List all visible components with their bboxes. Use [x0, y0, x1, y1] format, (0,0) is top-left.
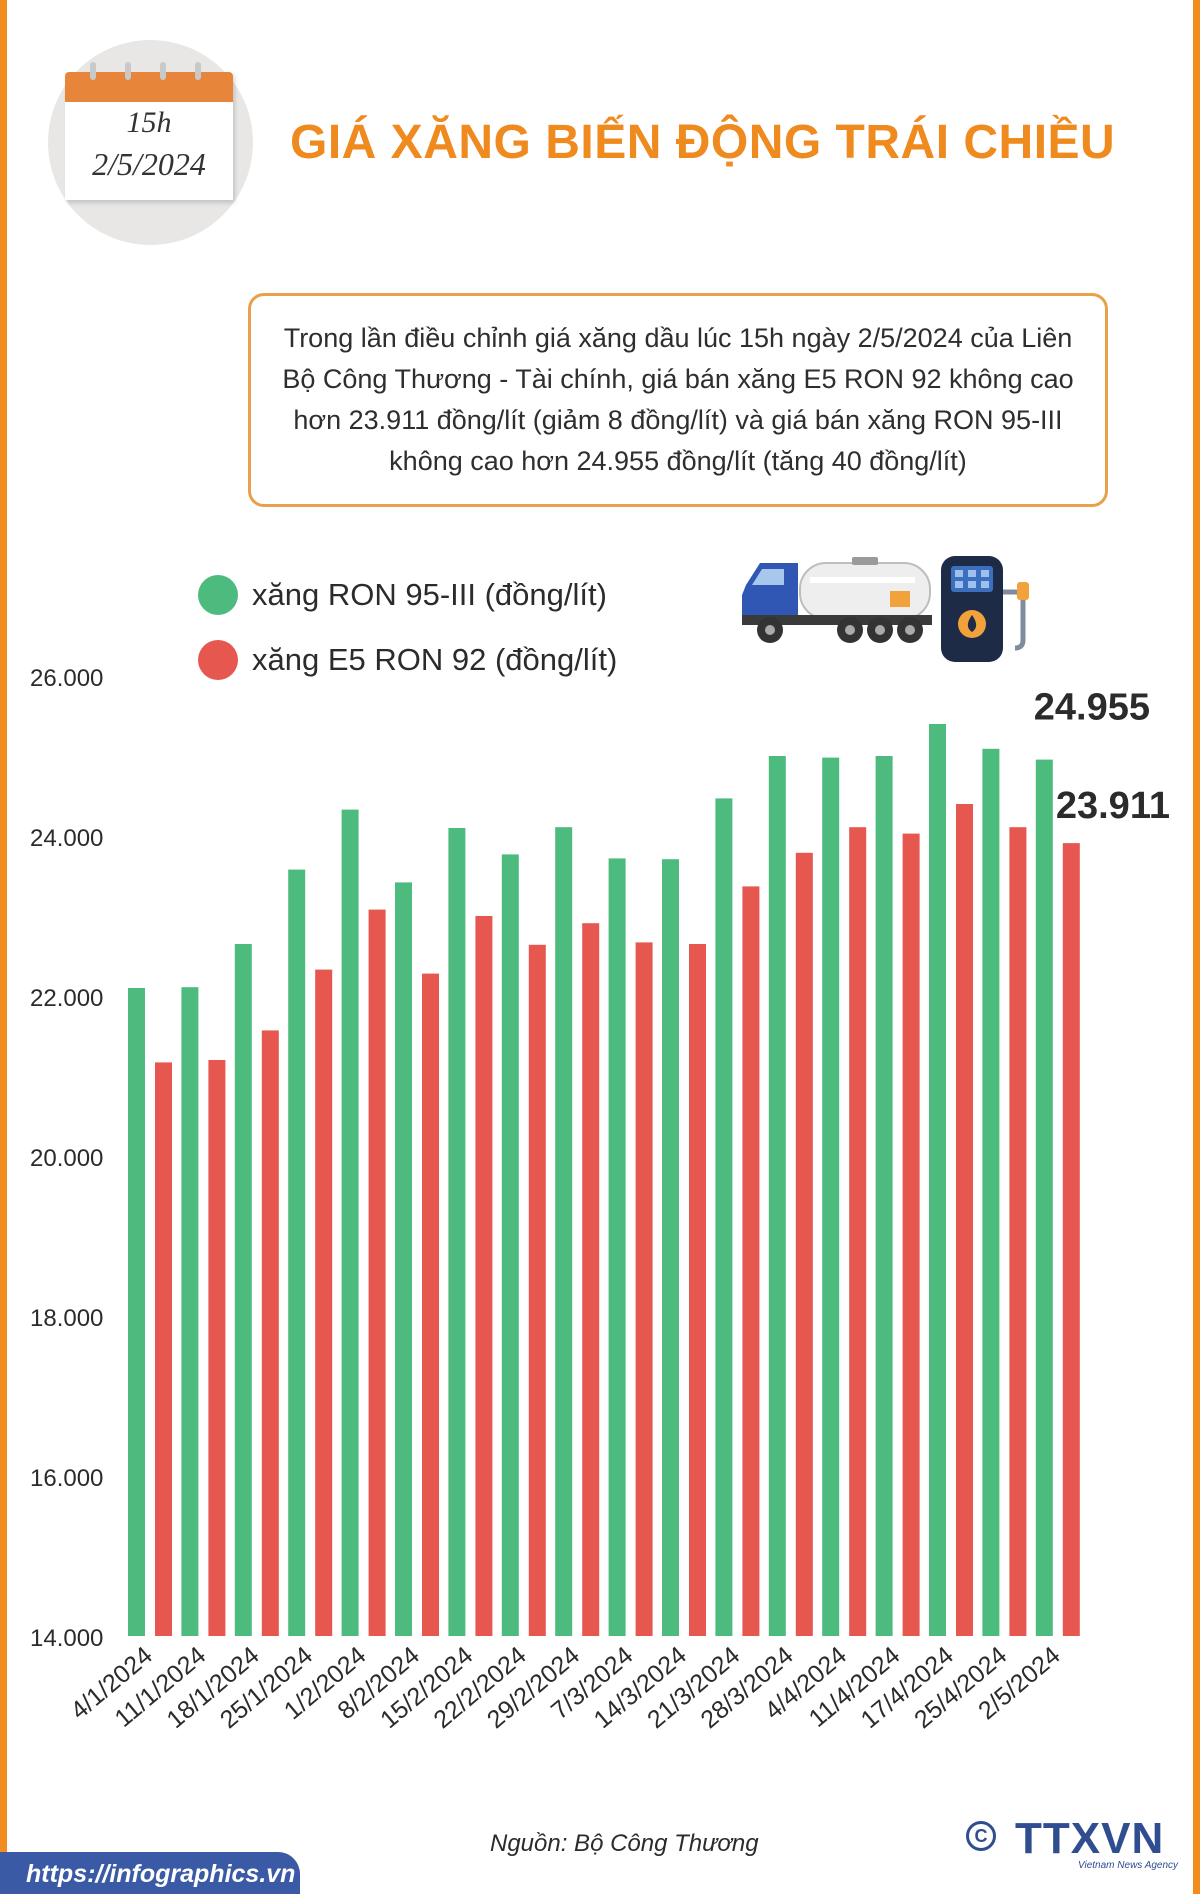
fuel-pump-icon — [941, 556, 1029, 662]
bar-e5 — [582, 923, 600, 1636]
bar-e5 — [208, 1060, 226, 1636]
bar-ron95 — [395, 882, 412, 1636]
bar-ron95 — [181, 987, 199, 1636]
website-link[interactable]: https://infographics.vn — [26, 1860, 296, 1888]
bar-e5 — [1009, 827, 1027, 1636]
y-tick-label: 16.000 — [30, 1465, 103, 1492]
bar-e5 — [1062, 843, 1080, 1636]
bar-ron95 — [448, 828, 466, 1636]
footer-url-band — [0, 1852, 300, 1894]
bar-e5 — [956, 804, 973, 1636]
calendar-ring — [125, 62, 131, 80]
bar-ron95 — [768, 756, 786, 1636]
intro-text: Trong lần điều chỉnh giá xăng dầu lúc 15… — [282, 323, 1074, 476]
y-tick-label: 14.000 — [30, 1625, 103, 1652]
bar-e5 — [261, 1030, 279, 1636]
bar-e5 — [475, 916, 493, 1636]
y-tick-label: 20.000 — [30, 1145, 103, 1172]
legend-label-e5: xăng E5 RON 92 (đồng/lít) — [252, 642, 618, 677]
intro-box: Trong lần điều chỉnh giá xăng dầu lúc 15… — [248, 293, 1108, 507]
bar-ron95 — [662, 859, 679, 1636]
bar-ron95 — [341, 809, 359, 1636]
bar-ron95 — [875, 756, 893, 1636]
bar-e5 — [689, 944, 706, 1636]
y-tick-label: 22.000 — [30, 985, 103, 1012]
legend-swatch-ron95 — [198, 575, 238, 615]
bar-ron95 — [715, 798, 733, 1636]
bar-ron95 — [128, 988, 145, 1636]
calendar-ring — [160, 62, 166, 80]
bar-e5 — [795, 852, 813, 1636]
ttxvn-logo: TTXVN — [1015, 1814, 1165, 1863]
price-bar-chart: 14.000 16.000 18.000 20.000 22.000 24.000 26.0… — [30, 665, 1170, 1734]
bar-e5 — [849, 827, 867, 1636]
bar-e5 — [315, 969, 333, 1636]
calendar-time: 15h — [126, 106, 172, 139]
bar-ron95 — [288, 869, 306, 1636]
page-title: GIÁ XĂNG BIẾN ĐỘNG TRÁI CHIỀU — [290, 116, 1116, 169]
bar-ron95 — [929, 724, 946, 1636]
y-tick-label: 24.000 — [30, 825, 103, 852]
y-tick-label: 26.000 — [30, 665, 103, 692]
bar-ron95 — [1035, 759, 1053, 1636]
copyright-icon: C — [966, 1821, 996, 1851]
source-note: Nguồn: Bộ Công Thương — [490, 1830, 759, 1857]
calendar-ring — [90, 62, 96, 80]
calendar-date: 2/5/2024 — [92, 146, 206, 182]
legend-item-e5: xăng E5 RON 92 (đồng/lít) — [198, 640, 617, 680]
y-tick-label: 18.000 — [30, 1305, 103, 1332]
legend-item-ron95: xăng RON 95-III (đồng/lít) — [198, 575, 607, 615]
left-frame-border — [0, 0, 7, 1894]
calendar-ring — [195, 62, 201, 80]
bar-ron95 — [555, 827, 573, 1636]
legend-label-ron95: xăng RON 95-III (đồng/lít) — [252, 577, 607, 612]
bar-e5 — [155, 1062, 172, 1636]
fuel-truck-icon — [742, 557, 932, 643]
value-label-e5-latest: 23.911 — [1056, 785, 1170, 827]
bar-e5 — [635, 942, 653, 1636]
bar-e5 — [422, 973, 439, 1636]
bar-ron95 — [982, 748, 1000, 1636]
bar-e5 — [902, 833, 920, 1636]
right-frame-border — [1193, 0, 1200, 1894]
bar-ron95 — [608, 858, 626, 1636]
bar-ron95 — [822, 757, 840, 1636]
bar-ron95 — [234, 944, 252, 1636]
bar-e5 — [368, 909, 386, 1636]
bar-e5 — [742, 886, 760, 1636]
bar-ron95 — [501, 854, 519, 1636]
ttxvn-logo-subtitle: Vietnam News Agency — [1078, 1860, 1179, 1871]
legend-swatch-e5 — [198, 640, 238, 680]
value-label-ron95-latest: 24.955 — [1034, 687, 1150, 729]
bar-e5 — [528, 944, 546, 1636]
